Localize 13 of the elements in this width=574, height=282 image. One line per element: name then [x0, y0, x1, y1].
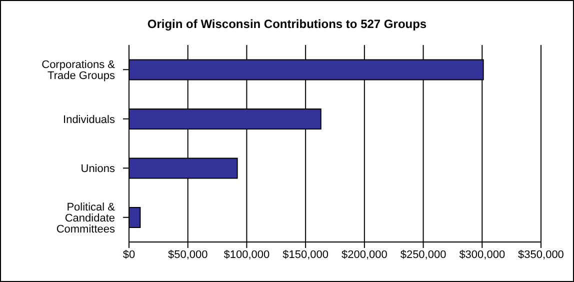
y-tick-label: Corporations & Trade Groups [42, 59, 116, 82]
x-tick-label: $300,000 [459, 248, 506, 261]
x-tick-label: $150,000 [282, 248, 329, 261]
x-tick-label: $0 [122, 248, 136, 261]
y-tick-label: Individuals [63, 114, 116, 126]
x-tick-label: $50,000 [168, 248, 208, 261]
chart-title: Origin of Wisconsin Contributions to 527 Groups [146, 17, 428, 33]
x-tick-label: $200,000 [341, 248, 388, 261]
x-tick-label: $250,000 [400, 248, 446, 261]
x-tick-label: $350,000 [518, 248, 564, 261]
y-tick-label: Political & Candidate Committees [56, 201, 116, 236]
x-tick-label: $100,000 [224, 248, 270, 261]
y-tick-label: Unions [80, 163, 116, 176]
